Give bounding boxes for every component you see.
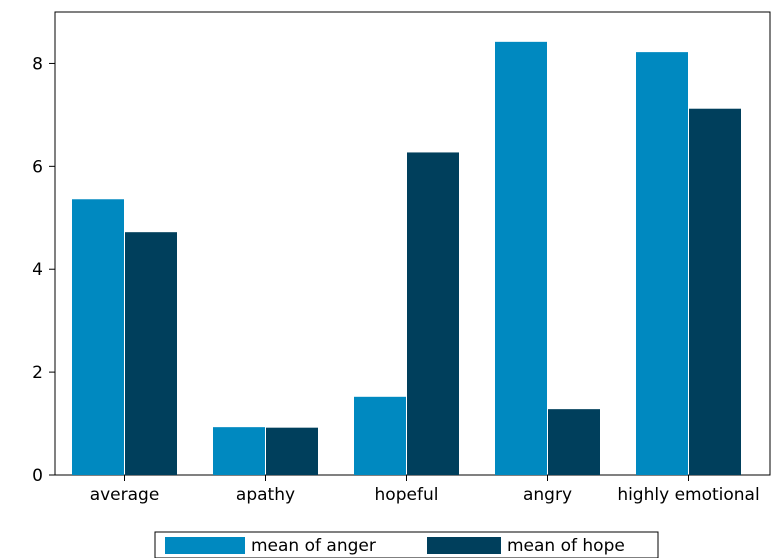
bar-mean-of-anger-angry: [495, 41, 547, 476]
legend-label-mean-of-hope: mean of hope: [507, 536, 625, 556]
bar-mean-of-hope-average: [125, 232, 177, 475]
bar-mean-of-hope-apathy: [266, 427, 318, 475]
bar-mean-of-anger-average: [72, 199, 124, 475]
bar-mean-of-anger-hopeful: [354, 396, 406, 475]
y-axis: 0 2 4 6 8: [32, 54, 55, 486]
bar-mean-of-anger-highly-emotional: [636, 52, 688, 475]
x-tick-label-angry: angry: [523, 485, 572, 505]
y-tick-label: 4: [32, 260, 43, 280]
y-tick-label: 6: [32, 157, 43, 177]
bar-mean-of-hope-highly-emotional: [689, 108, 741, 476]
x-axis: average apathy hopeful angry highly emotiona…: [90, 475, 760, 505]
x-tick-label-highly-emotional: highly emotional: [617, 485, 759, 505]
y-tick-label: 8: [32, 54, 43, 74]
x-tick-label-apathy: apathy: [236, 485, 295, 505]
bars: [72, 41, 741, 476]
x-tick-label-average: average: [90, 485, 160, 505]
bar-mean-of-hope-hopeful: [407, 152, 459, 475]
bar-mean-of-hope-angry: [548, 409, 600, 475]
bar-mean-of-anger-apathy: [213, 427, 265, 475]
legend-swatch-mean-of-anger: [165, 537, 245, 554]
legend-label-mean-of-anger: mean of anger: [251, 536, 376, 556]
legend: mean of anger mean of hope: [154, 531, 659, 558]
y-tick-label: 2: [32, 363, 43, 383]
legend-swatch-mean-of-hope: [427, 537, 501, 554]
y-tick-label: 0: [32, 466, 43, 486]
x-tick-label-hopeful: hopeful: [375, 485, 439, 505]
